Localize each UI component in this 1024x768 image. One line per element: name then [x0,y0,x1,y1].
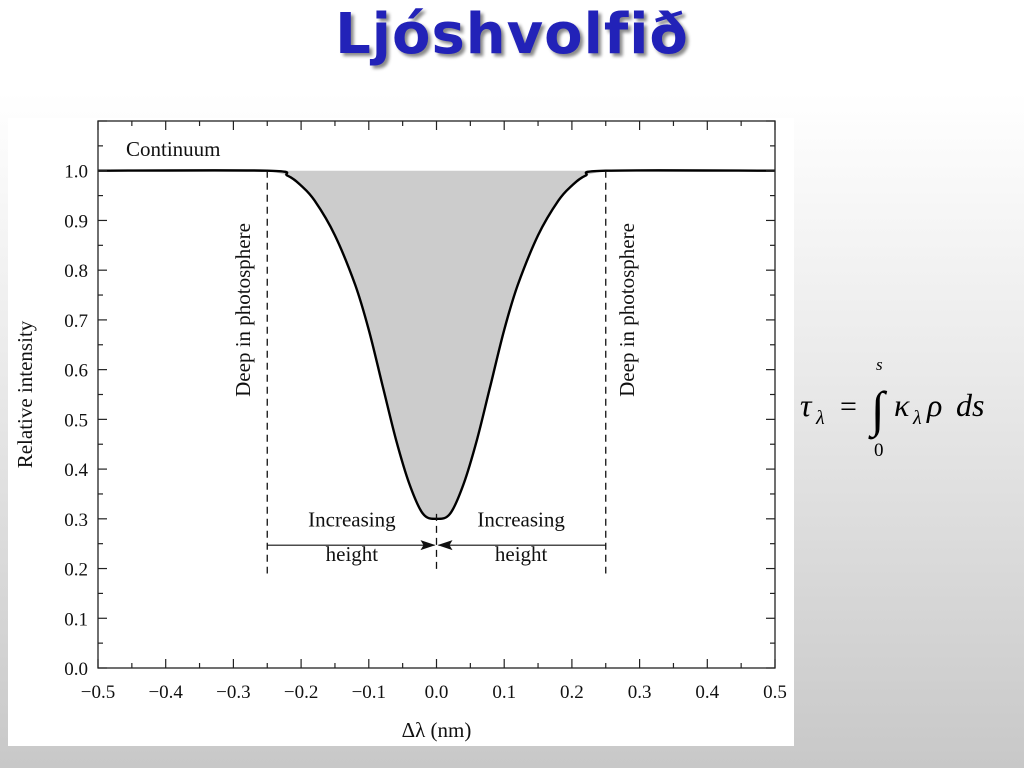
y-axis-title: Relative intensity [13,320,37,468]
arrow-left-head [420,540,436,551]
continuum-label: Continuum [126,137,221,161]
y-tick-label: 1.0 [64,162,88,183]
spectral-line-chart: −0.5 −0.4 −0.3 −0.2 −0.1 0.0 0.1 0.2 0.3 0.4 0.5 0.… [13,120,787,742]
x-tick-label: −0.4 [148,682,183,703]
x-axis-title: Δλ (nm) [402,718,472,742]
increasing-height-right-label: Increasing [477,507,565,531]
x-tick-label: 0.1 [492,682,516,703]
x-tick-label: 0.3 [628,682,652,703]
y-tick-label: 0.6 [64,361,88,382]
y-tick-label: 0.9 [64,211,88,232]
x-tick-label: 0.2 [560,682,584,703]
formula-ds: ds [956,387,984,423]
x-tick-label: 0.0 [425,682,449,703]
y-tick-label: 0.1 [64,609,88,630]
optical-depth-formula: τ λ = ∫ s 0 κ λ ρ ds [796,355,1016,461]
formula-kappa-subscript: λ [912,407,922,429]
absorption-fill [267,170,606,519]
y-tick-label: 0.4 [64,460,88,481]
y-tick-label: 0.8 [64,261,88,282]
x-tick-label: 0.4 [695,682,719,703]
y-tick-label: 0.3 [64,510,88,531]
height-left-label: height [326,542,379,566]
x-tick-label: −0.3 [216,682,250,703]
chart-panel: −0.5 −0.4 −0.3 −0.2 −0.1 0.0 0.1 0.2 0.3 0.4 0.5 0.… [8,118,794,746]
formula-kappa: κ [894,387,910,423]
x-tick-label: −0.2 [284,682,318,703]
height-right-label: height [495,542,548,566]
formula-tau-subscript: λ [815,407,825,429]
slide-title: Ljóshvolfið [335,2,689,67]
formula-upper-limit: s [876,356,883,374]
x-tick-label: −0.1 [352,682,386,703]
formula-tau: τ [800,387,813,423]
x-tick-label: −0.5 [81,682,115,703]
deep-photosphere-right-label: Deep in photosphere [615,223,639,397]
arrow-right-head [437,540,453,551]
y-tick-label: 0.2 [64,560,88,581]
deep-photosphere-left-label: Deep in photosphere [231,223,255,397]
formula-rho: ρ [926,387,942,423]
formula-lower-limit: 0 [874,440,884,460]
formula-integral: ∫ [868,381,888,440]
increasing-height-left-label: Increasing [308,507,396,531]
x-tick-label: 0.5 [763,682,787,703]
y-tick-label: 0.5 [64,410,88,431]
y-tick-label: 0.0 [64,659,88,680]
formula-equals: = [840,390,857,423]
y-tick-label: 0.7 [64,311,88,332]
